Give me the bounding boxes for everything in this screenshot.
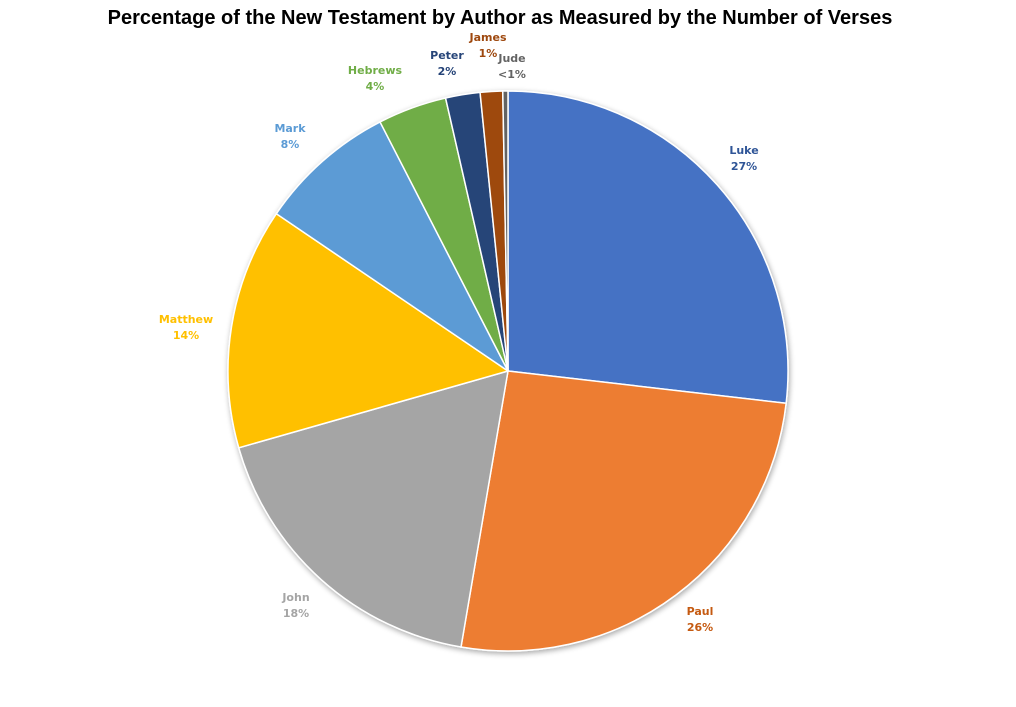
data-label-mark: Mark 8%	[274, 122, 306, 151]
data-label-percent: 2%	[438, 65, 457, 78]
data-label-matthew: Matthew 14%	[159, 313, 213, 342]
data-label-percent: 27%	[731, 160, 757, 173]
chart-title: Percentage of the New Testament by Autho…	[108, 7, 893, 29]
data-label-name: Mark	[274, 122, 306, 135]
data-label-luke: Luke 27%	[729, 144, 758, 173]
data-label-james: James 1%	[469, 31, 507, 60]
pie-slice-paul	[460, 370, 787, 652]
pie-slice-jude	[501, 90, 509, 372]
pie-labels: Luke 27% Paul 26% John 18% Matthew 14% Mark 8% Heb…	[159, 31, 759, 634]
data-label-percent: 8%	[281, 138, 300, 151]
data-label-name: Matthew	[159, 313, 213, 326]
data-label-percent: 4%	[366, 80, 385, 93]
pie-slices	[227, 90, 789, 652]
data-label-name: Luke	[729, 144, 758, 157]
data-label-hebrews: Hebrews 4%	[348, 64, 403, 93]
pie-slice-john	[237, 369, 509, 648]
data-label-paul: Paul 26%	[687, 605, 714, 634]
data-label-name: Paul	[687, 605, 714, 618]
data-label-name: John	[281, 591, 309, 604]
data-label-name: Hebrews	[348, 64, 403, 77]
data-label-jude: Jude <1%	[497, 52, 526, 81]
pie-slice-matthew	[227, 212, 510, 449]
data-label-name: Peter	[430, 49, 464, 62]
pie-slice-luke	[507, 90, 789, 405]
data-label-percent: <1%	[498, 68, 526, 81]
data-label-name: Jude	[497, 52, 525, 65]
data-label-percent: 26%	[687, 621, 713, 634]
data-label-percent: 1%	[479, 47, 498, 60]
data-label-percent: 18%	[283, 607, 309, 620]
data-label-john: John 18%	[281, 591, 309, 620]
data-label-peter: Peter 2%	[430, 49, 464, 78]
data-label-name: James	[469, 31, 507, 44]
data-label-percent: 14%	[173, 329, 199, 342]
pie-slice-mark	[275, 120, 509, 372]
